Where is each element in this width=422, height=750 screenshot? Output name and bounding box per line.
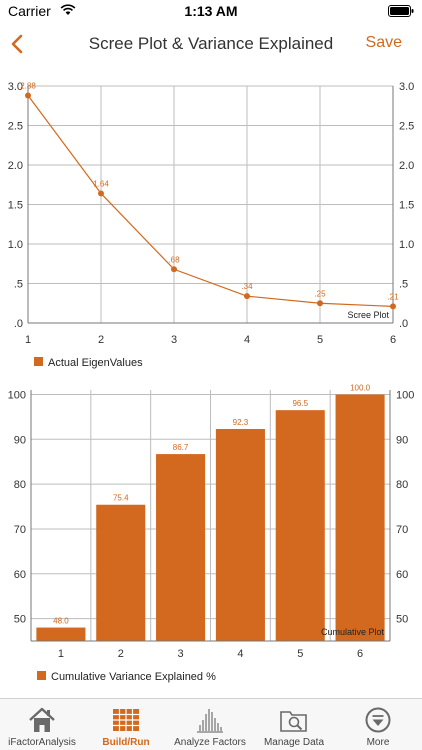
eigenvalue-series-line (27, 95, 394, 308)
y-tick-label-right: 2.0 (399, 160, 414, 172)
eigenvalue-point (25, 92, 31, 99)
chevron-left-icon[interactable] (10, 34, 24, 54)
x-tick-label: 6 (357, 648, 363, 660)
x-tick-label: 4 (244, 334, 250, 346)
x-tick-label: 3 (171, 334, 177, 346)
legend-swatch (34, 357, 43, 366)
bar-value-label: 48.0 (53, 617, 69, 626)
y-tick-label-left: 1.5 (8, 200, 23, 212)
y-tick-label-left: 80 (14, 479, 26, 491)
scree-plot-chart: .0 .0 .5 .5 1.0 1.0 1.5 1.5 2.0 2.0 2.5 2.5 3.0 3.0 1 2… (8, 81, 415, 369)
x-tick-label: 2 (118, 648, 124, 660)
eigenvalue-data-label: .68 (168, 255, 180, 264)
x-tick-label: 4 (237, 648, 243, 660)
tab-manage-data[interactable]: Manage Data (252, 699, 336, 750)
tab-more[interactable]: More (336, 699, 420, 750)
page-title: Scree Plot & Variance Explained (88, 34, 334, 53)
eigenvalue-point (244, 293, 250, 300)
y-tick-label-left: 2.0 (8, 160, 23, 172)
tab-build-run[interactable]: Build/Run (84, 699, 168, 750)
y-tick-label-left: .0 (14, 318, 23, 330)
y-tick-label-right: 100 (396, 389, 414, 401)
tab-label: Build/Run (102, 737, 150, 748)
cumulative-bar (335, 394, 385, 641)
x-tick-label: 3 (178, 648, 184, 660)
tab-analyze-factors[interactable]: Analyze Factors (168, 699, 252, 750)
bar-value-label: 92.3 (233, 418, 249, 427)
carrier-label: Carrier (8, 3, 51, 19)
y-tick-label-right: 2.5 (399, 121, 414, 133)
eigenvalue-point (171, 266, 177, 273)
more-circle-icon (365, 707, 391, 733)
bar-value-label: 96.5 (292, 399, 308, 408)
cumulative-variance-chart: 50 50 60 60 70 70 80 80 90 90 100 100 48.0 1 75.4 2 86.7… (8, 383, 415, 683)
y-tick-label-left: .5 (14, 279, 23, 291)
x-tick-label: 5 (317, 334, 323, 346)
y-tick-label-right: .5 (399, 279, 408, 291)
eigenvalue-data-label: .34 (241, 282, 253, 291)
x-tick-label: 1 (25, 334, 31, 346)
x-tick-label: 1 (58, 648, 64, 660)
y-tick-label-right: 70 (396, 524, 408, 536)
cumulative-bar (156, 454, 206, 641)
y-tick-label-left: 2.5 (8, 121, 23, 133)
y-tick-label-left: 60 (14, 569, 26, 581)
y-tick-label-right: 1.0 (399, 239, 414, 251)
y-tick-label-left: 3.0 (8, 81, 23, 93)
chart-annotation: Scree Plot (347, 310, 389, 320)
chart-annotation: Cumulative Plot (321, 627, 385, 637)
y-tick-label-right: 90 (396, 434, 408, 446)
bar-histogram-icon (197, 709, 223, 733)
tab-label: Analyze Factors (174, 737, 246, 748)
eigenvalue-data-label: .25 (314, 289, 326, 298)
bar-value-label: 100.0 (350, 383, 371, 392)
cumulative-bar (36, 627, 86, 641)
folder-search-icon (280, 711, 307, 732)
eigenvalue-data-label: 2.88 (20, 81, 36, 90)
save-button[interactable]: Save (365, 34, 402, 51)
battery-icon (388, 5, 414, 17)
eigenvalue-point (98, 190, 104, 197)
x-tick-label: 2 (98, 334, 104, 346)
eigenvalue-data-label: 1.64 (93, 179, 109, 188)
cumulative-bar (96, 504, 146, 641)
bar-value-label: 86.7 (173, 443, 189, 452)
tab-bar: iFactorAnalysis Build/Run (0, 698, 422, 750)
y-tick-label-left: 50 (14, 614, 26, 626)
status-bar: Carrier 1:13 AM (0, 0, 422, 22)
eigenvalue-point (317, 300, 323, 307)
home-icon (29, 707, 55, 732)
status-time: 1:13 AM (184, 3, 238, 19)
y-tick-label-left: 70 (14, 524, 26, 536)
cumulative-bar (215, 428, 265, 641)
tab-label: Manage Data (263, 737, 325, 748)
y-tick-label-right: 50 (396, 614, 408, 626)
legend-label: Cumulative Variance Explained % (51, 671, 216, 683)
y-tick-label-right: 60 (396, 569, 408, 581)
wifi-icon (60, 4, 76, 15)
tab-ifactoranalysis[interactable]: iFactorAnalysis (0, 699, 84, 750)
y-tick-label-left: 100 (8, 389, 26, 401)
eigenvalue-point (390, 303, 396, 310)
y-tick-label-right: 3.0 (399, 81, 414, 93)
y-tick-label-left: 90 (14, 434, 26, 446)
legend-swatch (37, 671, 46, 680)
y-tick-label-right: .0 (399, 318, 408, 330)
x-tick-label: 6 (390, 334, 396, 346)
tab-label: iFactorAnalysis (8, 737, 76, 748)
tab-label: More (366, 737, 390, 748)
grid-table-icon (113, 709, 139, 731)
y-tick-label-right: 1.5 (399, 200, 414, 212)
x-tick-label: 5 (297, 648, 303, 660)
y-tick-label-right: 80 (396, 479, 408, 491)
legend-label: Actual EigenValues (48, 357, 143, 369)
eigenvalue-data-label: .21 (387, 292, 399, 301)
cumulative-bar (275, 410, 325, 641)
navigation-bar: Scree Plot & Variance Explained Save (0, 22, 422, 66)
bar-value-label: 75.4 (113, 494, 129, 503)
y-tick-label-left: 1.0 (8, 239, 23, 251)
